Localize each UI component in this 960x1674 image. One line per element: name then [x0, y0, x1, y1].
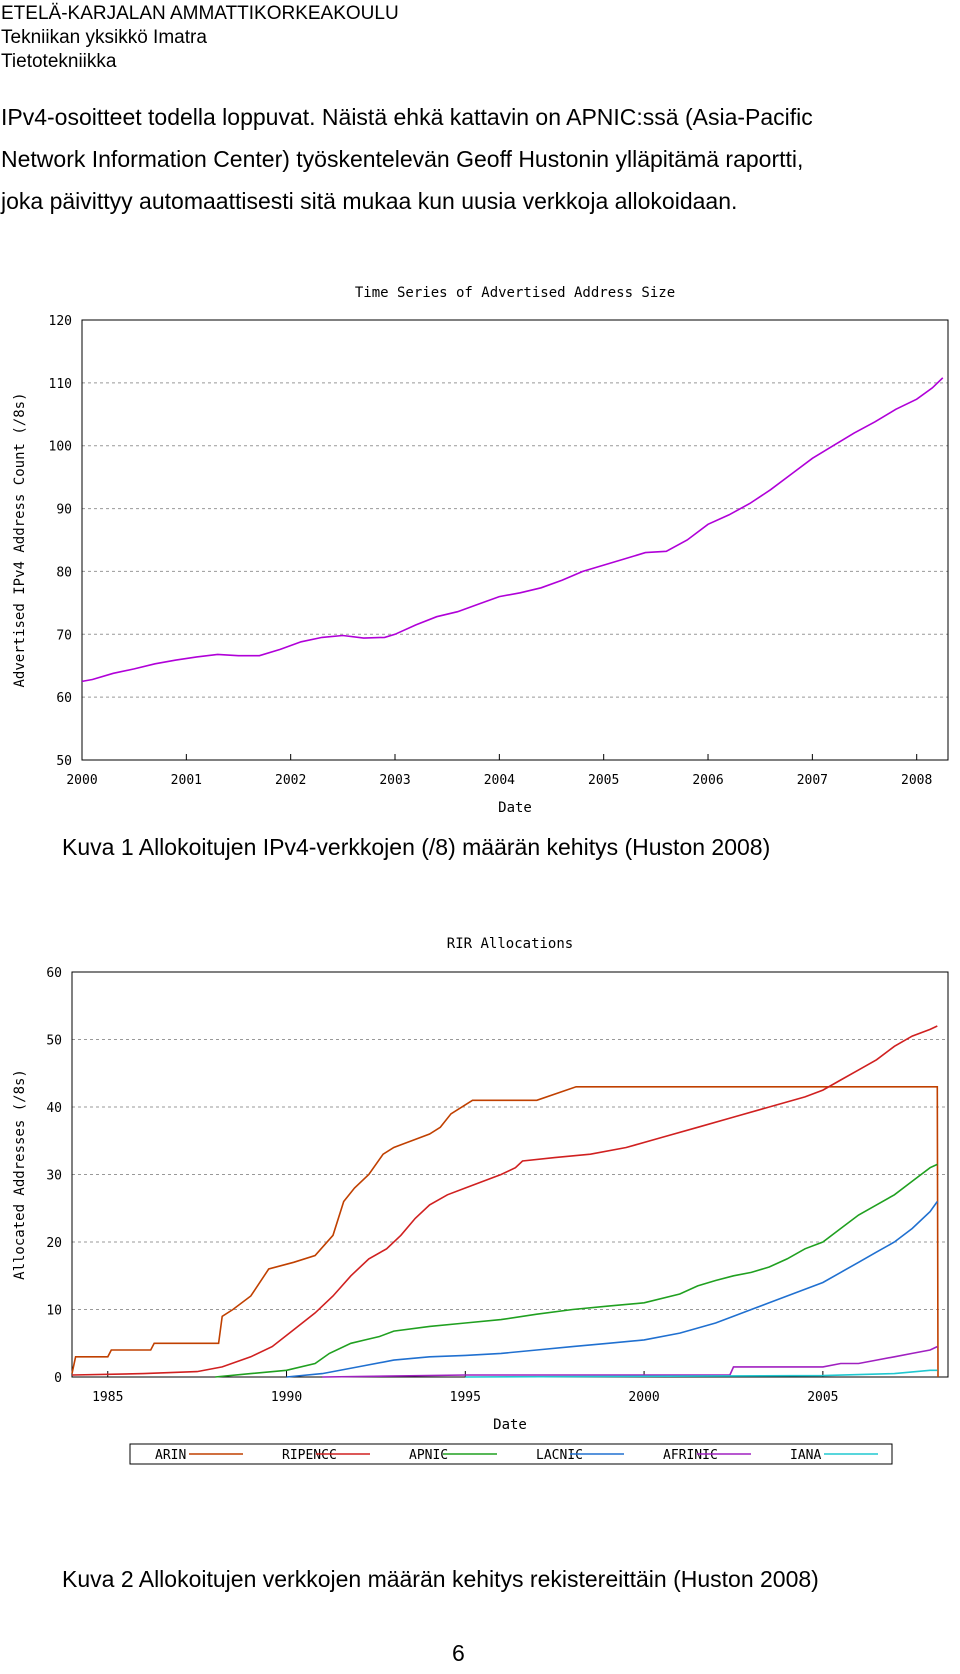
y-tick-label: 60: [46, 966, 62, 981]
series-line-ripencc: [71, 1025, 938, 1376]
x-tick-label: 2002: [275, 773, 306, 788]
x-tick-label: 2004: [484, 773, 515, 788]
x-tick-label: 2008: [901, 773, 932, 788]
department-name: Tietotekniikka: [1, 51, 117, 72]
legend-label: RIPENCC: [282, 1448, 337, 1463]
series-line-afrinic: [322, 1345, 938, 1378]
x-tick-label: 2005: [588, 773, 619, 788]
figure2-caption: Kuva 2 Allokoitujen verkkojen määrän keh…: [62, 1566, 819, 1592]
x-tick-label: 2000: [628, 1390, 659, 1405]
chart-title: RIR Allocations: [447, 936, 573, 952]
y-tick-label: 50: [56, 754, 72, 769]
series-line-lacnic: [286, 1201, 938, 1378]
paragraph-line: joka päivittyy automaattisesti sitä muka…: [1, 188, 738, 214]
institution-name: ETELÄ-KARJALAN AMMATTIKORKEAKOULU: [1, 3, 399, 24]
x-tick-label: 2003: [379, 773, 410, 788]
y-tick-label: 30: [46, 1169, 62, 1184]
series-line-apnic: [214, 1163, 938, 1378]
x-tick-label: 2007: [797, 773, 828, 788]
y-tick-label: 70: [56, 628, 72, 643]
y-tick-label: 60: [56, 691, 72, 706]
legend-label: AFRINIC: [663, 1448, 718, 1463]
legend-label: IANA: [790, 1448, 821, 1463]
paragraph-line: IPv4-osoitteet todella loppuvat. Näistä …: [1, 104, 813, 130]
y-tick-label: 120: [49, 314, 72, 329]
y-tick-label: 50: [46, 1034, 62, 1049]
unit-name: Tekniikan yksikkö Imatra: [1, 27, 207, 48]
legend-label: APNIC: [409, 1448, 448, 1463]
series-line: [81, 377, 944, 683]
y-tick-label: 20: [46, 1236, 62, 1251]
series-line-arin: [71, 1086, 939, 1378]
x-tick-label: 2001: [171, 773, 202, 788]
x-tick-label: 2000: [66, 773, 97, 788]
y-tick-label: 40: [46, 1101, 62, 1116]
legend-box: [129, 1443, 893, 1465]
page-number: 6: [452, 1640, 465, 1666]
x-tick-label: 2006: [692, 773, 723, 788]
legend-label: LACNIC: [536, 1448, 583, 1463]
body-paragraph: IPv4-osoitteet todella loppuvat. Näistä …: [1, 96, 951, 222]
y-tick-label: 100: [49, 440, 72, 455]
y-tick-label: 110: [49, 377, 72, 392]
y-tick-label: 10: [46, 1304, 62, 1319]
y-axis-label: Advertised IPv4 Address Count (/8s): [12, 392, 28, 687]
chart-rir-allocations: RIR Allocations 0 10 20 30 40 50 60 1985 1990 1995…: [12, 936, 949, 1465]
x-axis-label: Date: [493, 1417, 527, 1433]
y-axis-label: Allocated Addresses (/8s): [12, 1069, 28, 1280]
y-tick-label: 0: [54, 1371, 62, 1386]
x-tick-label: 1985: [92, 1390, 123, 1405]
figure1-caption: Kuva 1 Allokoitujen IPv4-verkkojen (/8) …: [62, 834, 771, 860]
series-line-iana: [465, 1369, 938, 1378]
paragraph-line: Network Information Center) työskentelev…: [1, 146, 804, 172]
x-axis-label: Date: [498, 800, 532, 816]
y-tick-label: 80: [56, 565, 72, 580]
legend-label: ARIN: [155, 1448, 186, 1463]
plot-frame: [81, 319, 949, 761]
x-tick-label: 2005: [807, 1390, 838, 1405]
chart-title: Time Series of Advertised Address Size: [355, 285, 675, 301]
x-tick-label: 1990: [271, 1390, 302, 1405]
x-tick-label: 1995: [450, 1390, 481, 1405]
chart-advertised-address-size: Time Series of Advertised Address Size 50…: [12, 285, 949, 816]
y-tick-label: 90: [56, 503, 72, 518]
